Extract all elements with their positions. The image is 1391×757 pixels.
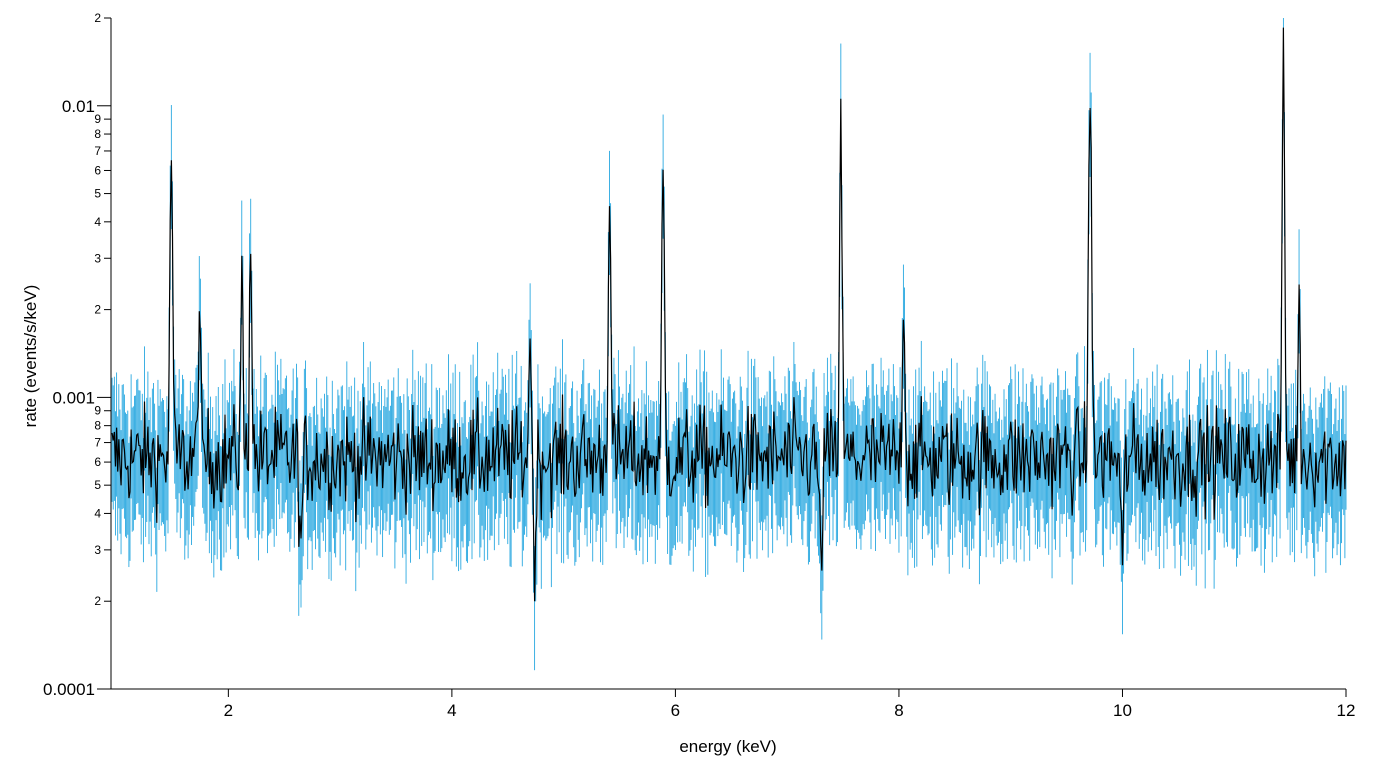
y-major-tick-label: 0.001	[52, 388, 95, 407]
y-minor-tick-label: 9	[94, 112, 101, 126]
y-minor-tick-label: 4	[94, 215, 101, 229]
y-axis-title: rate (events/s/keV)	[21, 285, 40, 428]
error-bars	[111, 18, 1347, 671]
x-tick-label: 8	[894, 701, 903, 720]
y-minor-tick-label: 9	[94, 404, 101, 418]
y-minor-tick-label: 2	[94, 303, 101, 317]
y-major-tick-label: 0.01	[62, 97, 95, 116]
plot-area	[111, 18, 1347, 671]
y-minor-tick-label: 2	[94, 11, 101, 25]
model-line	[111, 27, 1347, 602]
y-minor-tick-label: 8	[94, 127, 101, 141]
y-minor-tick-label: 2	[94, 594, 101, 608]
x-ticks: 2 4 6 8 10 12	[224, 689, 1356, 720]
x-axis-title: energy (keV)	[679, 737, 776, 756]
axes	[110, 18, 1346, 690]
x-tick-label: 6	[671, 701, 680, 720]
y-minor-tick-label: 4	[94, 506, 101, 520]
y-minor-tick-label: 5	[94, 187, 101, 201]
x-tick-label: 4	[447, 701, 456, 720]
y-minor-tick-label: 3	[94, 543, 101, 557]
y-minor-tick-label: 7	[94, 436, 101, 450]
y-minor-tick-label: 7	[94, 144, 101, 158]
y-minor-tick-label: 6	[94, 163, 101, 177]
x-tick-label: 12	[1337, 701, 1356, 720]
y-minor-tick-label: 3	[94, 251, 101, 265]
x-tick-label: 10	[1113, 701, 1132, 720]
y-minor-tick-label: 5	[94, 478, 101, 492]
y-major-tick-label: 0.0001	[43, 680, 95, 699]
y-minor-tick-label: 6	[94, 455, 101, 469]
y-minor-tick-label: 8	[94, 419, 101, 433]
x-tick-label: 2	[224, 701, 233, 720]
